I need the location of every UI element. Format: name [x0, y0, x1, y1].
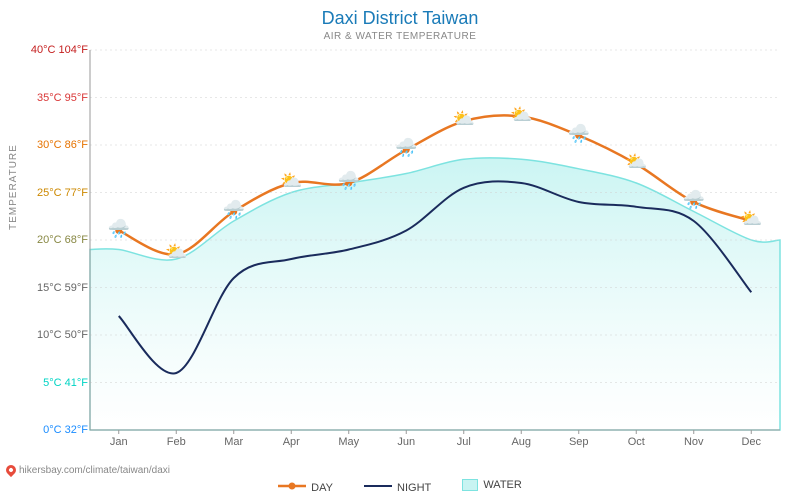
weather-icon: ⛅	[453, 109, 475, 130]
weather-icon: ⛅	[280, 171, 302, 192]
weather-icon: 🌧️	[395, 137, 417, 158]
water-area	[90, 158, 780, 430]
legend-night: NIGHT	[364, 481, 431, 494]
x-tick-label: Jul	[457, 436, 471, 448]
footer-url: hikersbay.com/climate/taiwan/daxi	[19, 465, 170, 476]
y-tick-label: 40°C 104°F	[10, 44, 88, 56]
weather-icon: 🌧️	[683, 190, 705, 211]
pin-icon	[4, 463, 18, 477]
weather-icon: ⛅	[625, 152, 647, 173]
weather-icon: 🌧️	[223, 199, 245, 220]
x-tick-label: Jan	[110, 436, 128, 448]
weather-icon: ⛅	[165, 242, 187, 263]
x-tick-label: Aug	[511, 436, 531, 448]
legend: DAY NIGHT WATER	[0, 479, 800, 494]
x-tick-label: Sep	[569, 436, 589, 448]
legend-water-label: WATER	[483, 479, 522, 491]
footer-credit: hikersbay.com/climate/taiwan/daxi	[6, 465, 170, 476]
y-tick-label: 10°C 50°F	[10, 329, 88, 341]
x-tick-label: Apr	[283, 436, 300, 448]
weather-icon: 🌧️	[568, 123, 590, 144]
x-tick-label: May	[338, 436, 359, 448]
weather-icon: 🌧️	[108, 218, 130, 239]
y-tick-label: 15°C 59°F	[10, 282, 88, 294]
legend-night-label: NIGHT	[397, 482, 431, 494]
legend-day-swatch	[278, 481, 306, 494]
x-tick-label: Nov	[684, 436, 704, 448]
weather-icon: ⛅	[510, 104, 532, 125]
x-tick-label: Oct	[628, 436, 645, 448]
x-tick-label: Jun	[397, 436, 415, 448]
x-tick-label: Feb	[167, 436, 186, 448]
y-tick-label: 30°C 86°F	[10, 139, 88, 151]
x-tick-label: Mar	[224, 436, 243, 448]
x-tick-label: Dec	[741, 436, 761, 448]
legend-water-swatch	[462, 479, 478, 491]
y-tick-label: 0°C 32°F	[10, 424, 88, 436]
plot-svg	[0, 0, 800, 500]
legend-day-label: DAY	[311, 482, 333, 494]
legend-night-swatch	[364, 481, 392, 494]
weather-icon: 🌧️	[338, 171, 360, 192]
chart-container: Daxi District Taiwan AIR & WATER TEMPERA…	[0, 0, 800, 500]
y-tick-label: 35°C 95°F	[10, 92, 88, 104]
legend-day: DAY	[278, 481, 333, 494]
legend-water: WATER	[462, 479, 522, 491]
y-tick-label: 5°C 41°F	[10, 377, 88, 389]
y-tick-label: 25°C 77°F	[10, 187, 88, 199]
y-tick-label: 20°C 68°F	[10, 234, 88, 246]
weather-icon: ⛅	[740, 209, 762, 230]
